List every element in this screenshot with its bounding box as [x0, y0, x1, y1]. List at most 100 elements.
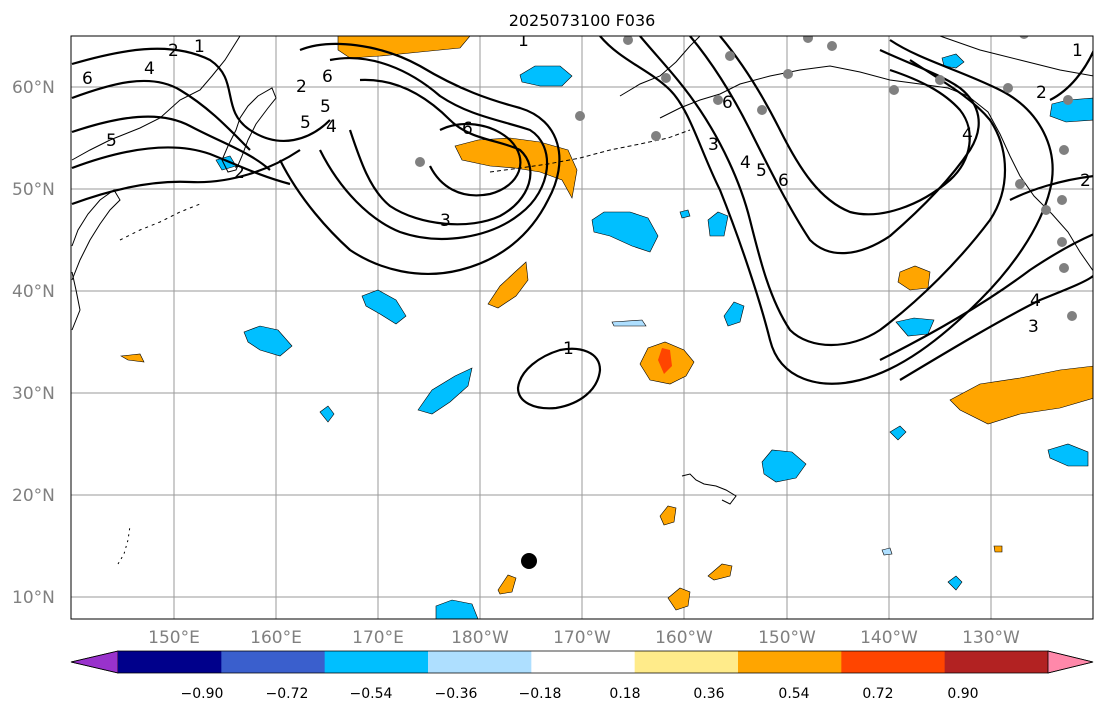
contour-label: 1 — [1072, 41, 1083, 61]
lon-label: 160°E — [250, 628, 302, 648]
station-marker — [783, 69, 793, 79]
colorbar-segment — [324, 651, 429, 673]
station-marker — [1063, 95, 1073, 105]
contour-line-18 — [1049, 49, 1093, 101]
contour-line-17 — [1009, 175, 1093, 201]
contour-line-4 — [71, 146, 291, 186]
station-marker — [725, 51, 735, 61]
contour-label: 1 — [194, 37, 205, 57]
station-marker — [935, 75, 945, 85]
contour-line-11 — [639, 36, 1006, 346]
station-marker — [1041, 205, 1051, 215]
coastline-canada-north — [939, 36, 1093, 77]
colorbar-segment — [841, 651, 946, 673]
colorbar-extension-low — [70, 650, 119, 674]
contour-label: 6 — [322, 67, 333, 87]
strong-positive-core — [658, 348, 672, 374]
contour-label: 4 — [326, 117, 337, 137]
lon-label: 130°W — [962, 628, 1020, 648]
positive-patch-bering — [337, 36, 471, 59]
colorbar-tick-label: 0.36 — [693, 686, 724, 702]
contour-line-12 — [689, 36, 980, 255]
station-marker — [651, 131, 661, 141]
colorbar-segment — [428, 651, 532, 673]
contour-label: 5 — [300, 113, 311, 133]
positive-patch-small-3 — [667, 587, 691, 611]
negative-patch-small-a — [707, 211, 729, 237]
contour-label: 5 — [106, 131, 117, 151]
positive-patch-small-6 — [993, 545, 1003, 553]
negative-patch-hawaii — [761, 449, 807, 483]
colorbar-segment — [634, 651, 739, 673]
negative-patch-bering — [519, 65, 573, 87]
negative-patch-alaska — [941, 53, 965, 69]
negative-patch-south — [435, 599, 479, 619]
storm-center-marker — [521, 553, 537, 569]
negative-patch-small-b — [723, 301, 745, 327]
lat-label: 30°N — [12, 384, 55, 404]
coastline-aleutians — [489, 129, 691, 173]
station-marker — [1003, 83, 1013, 93]
colorbar-tick-label: 0.90 — [947, 686, 978, 702]
positive-patch-small-2 — [497, 574, 517, 595]
negative-patch-east-2 — [1047, 443, 1089, 467]
contour-label: 5 — [756, 161, 767, 181]
coastline-asia-south — [71, 271, 81, 331]
colorbar-segments — [70, 650, 1094, 674]
contour-line-16 — [879, 233, 1093, 361]
station-marker — [1067, 311, 1077, 321]
colorbar-segment — [944, 651, 1049, 673]
colorbar-segment — [221, 651, 326, 673]
lat-label: 10°N — [12, 588, 55, 608]
contour-label: 4 — [962, 125, 973, 145]
lon-label: 150°E — [148, 628, 200, 648]
longitude-labels: 150°E 160°E 170°E 180°W 170°W 160°W 150°… — [148, 628, 1020, 648]
negative-patch-small-f — [679, 209, 691, 219]
station-marker — [827, 41, 837, 51]
contour-line-2 — [71, 79, 251, 151]
negative-patch-small-e — [947, 575, 963, 591]
station-marker — [1015, 179, 1025, 189]
lat-label: 20°N — [12, 486, 55, 506]
lon-label: 170°E — [352, 628, 404, 648]
map-frame — [70, 35, 1094, 620]
positive-patch-small-1 — [659, 505, 677, 526]
colorbar-tick-label: 0.54 — [778, 686, 809, 702]
negative-patch-small-c — [319, 405, 335, 423]
contour-label: 1 — [563, 339, 574, 359]
latitude-labels: 60°N 50°N 40°N 30°N 20°N 10°N — [12, 78, 55, 608]
contour-label: 4 — [1030, 291, 1041, 311]
coastline-hawaii — [681, 473, 737, 505]
negative-patch-east-1 — [895, 317, 935, 337]
shaded-field — [120, 36, 1093, 619]
colorbar-extension-high — [1047, 650, 1094, 674]
contour-label: 3 — [440, 211, 451, 231]
coastline-asia-north — [71, 36, 241, 161]
contour-line-7 — [319, 56, 549, 240]
contours — [71, 36, 1093, 410]
colorbar-tick-label: −0.54 — [350, 686, 393, 702]
station-marker — [803, 36, 813, 43]
contour-line-14 — [516, 347, 602, 410]
lon-label: 140°W — [860, 628, 918, 648]
station-marker — [623, 36, 633, 45]
contour-line-1 — [71, 47, 331, 142]
contour-line-5 — [71, 149, 301, 206]
map-panel: 6 4 5 2 1 2 3 5 6 6 5 4 2 6 3 1 1 4 4 5 — [70, 35, 1094, 620]
station-markers — [415, 36, 1077, 321]
contour-label: 4 — [144, 59, 155, 79]
negative-patch-west — [361, 289, 407, 325]
coastline-kuril — [119, 203, 201, 241]
contour-line-15 — [899, 274, 1093, 381]
contour-line-3 — [71, 115, 271, 171]
colorbar-segment — [531, 651, 636, 673]
contour-line-10 — [599, 36, 1054, 385]
negative-patch-west-2 — [243, 325, 293, 357]
station-marker — [1057, 195, 1067, 205]
station-marker — [1057, 237, 1067, 247]
station-marker — [713, 95, 723, 105]
contour-label: 3 — [1028, 317, 1039, 337]
contour-line-9 — [429, 123, 522, 197]
coastline-islands — [117, 525, 131, 565]
